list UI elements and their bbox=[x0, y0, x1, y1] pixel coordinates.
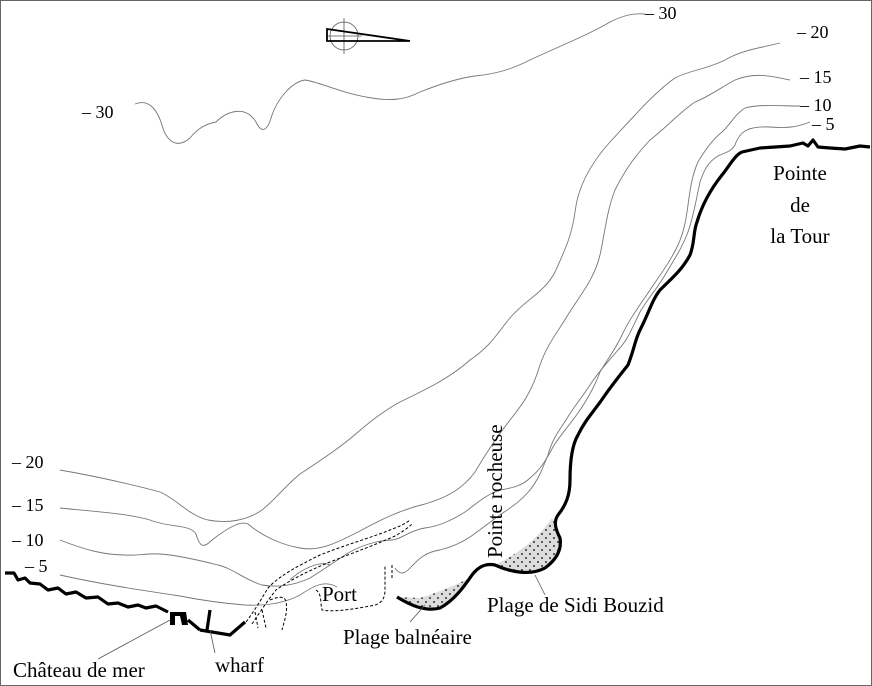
coastline-east bbox=[396, 138, 871, 611]
label-de: de bbox=[790, 193, 810, 217]
leader-plage-balneaire bbox=[409, 604, 426, 623]
contour-minus-15 bbox=[59, 74, 791, 550]
depth-label: – 20 bbox=[11, 452, 44, 472]
plage-sidi-bouzid-area bbox=[495, 518, 561, 573]
depth-label: – 10 bbox=[799, 95, 832, 115]
label-wharf: wharf bbox=[215, 653, 264, 677]
plage-balneaire-area bbox=[397, 578, 470, 609]
depth-label: – 20 bbox=[796, 22, 829, 42]
label-plage-sidi-bouzid: Plage de Sidi Bouzid bbox=[487, 593, 664, 617]
depth-label: – 10 bbox=[11, 530, 44, 550]
leader-chateau bbox=[97, 619, 171, 660]
leader-wharf bbox=[209, 629, 216, 654]
label-port: Port bbox=[322, 582, 357, 606]
contour-minus-30 bbox=[134, 13, 646, 144]
label-pointe: Pointe bbox=[773, 161, 827, 185]
compass-north-arrow-icon bbox=[326, 18, 411, 54]
depth-label: – 15 bbox=[11, 495, 44, 515]
label-chateau-de-mer: Château de mer bbox=[13, 658, 145, 682]
chateau-de-mer-icon bbox=[170, 612, 188, 625]
contour-minus-20 bbox=[59, 42, 781, 522]
depth-label: – 15 bbox=[799, 67, 832, 87]
contour-minus-5 bbox=[59, 121, 811, 606]
label-plage-balneaire: Plage balnéaire bbox=[343, 625, 472, 649]
depth-label: – 5 bbox=[24, 556, 48, 576]
port-jetty bbox=[245, 519, 413, 625]
leader-sidi-bouzid bbox=[534, 574, 546, 596]
label-pointe-rocheuse: Pointe rocheuse bbox=[483, 424, 507, 558]
contour-minus-10 bbox=[59, 105, 801, 587]
wharf bbox=[186, 609, 212, 632]
label-la-tour: la Tour bbox=[770, 224, 829, 248]
depth-label: – 30 bbox=[644, 3, 677, 23]
contour-minus-5-inner bbox=[289, 563, 331, 581]
depth-label: – 5 bbox=[811, 114, 835, 134]
depth-label: – 30 bbox=[81, 102, 114, 122]
